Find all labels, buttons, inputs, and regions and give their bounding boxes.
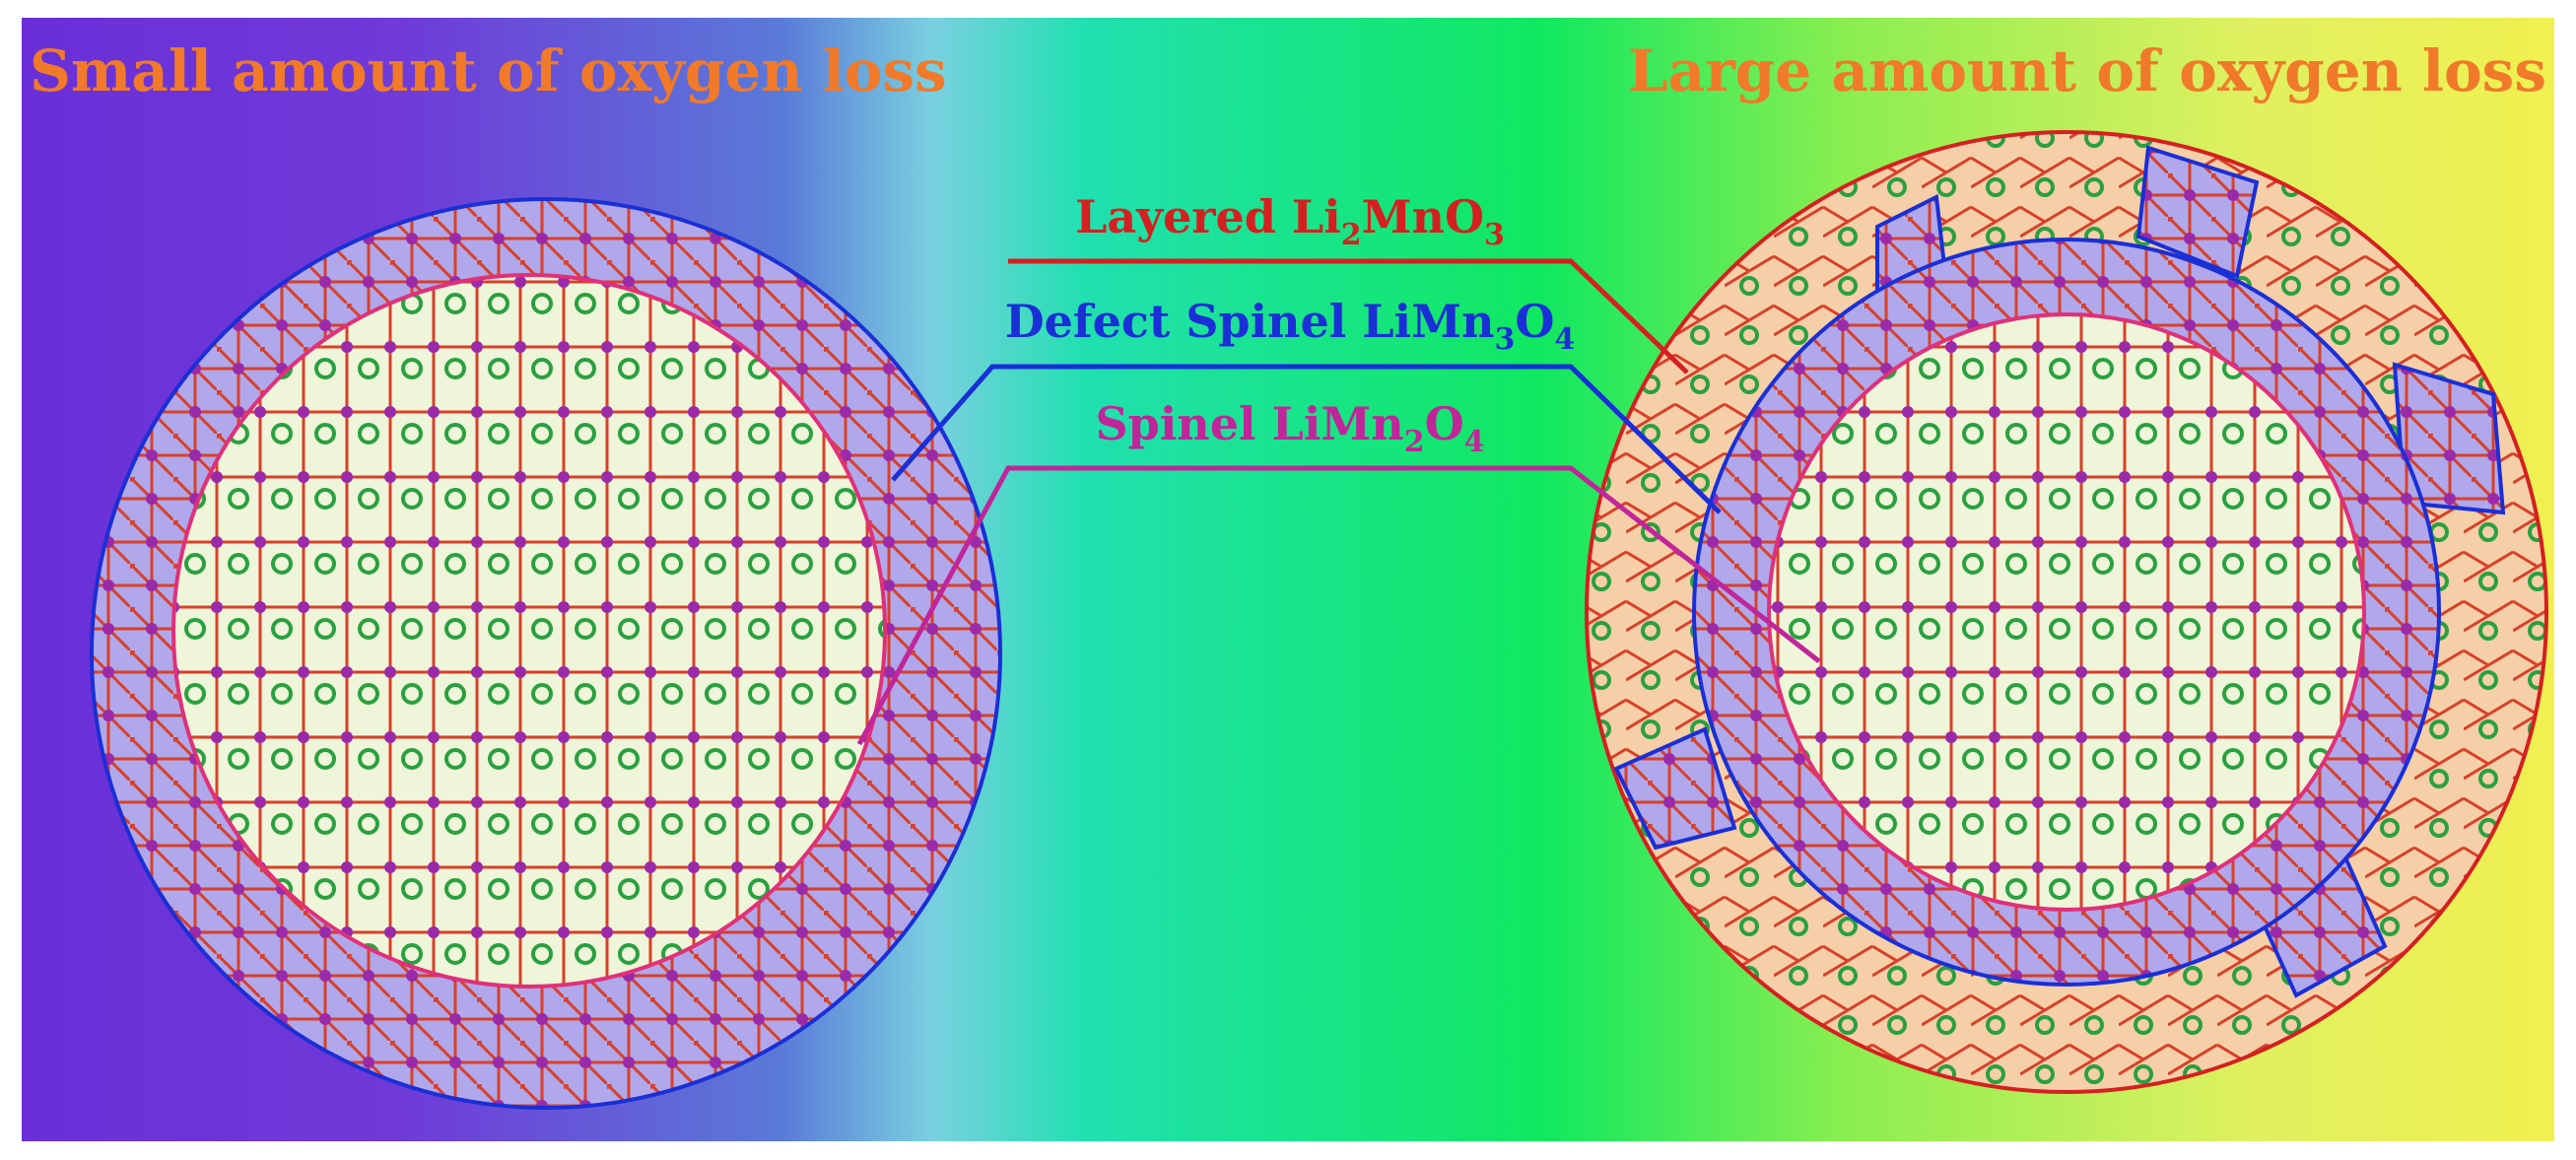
phase-label: Defect Spinel LiMn3O4 — [1005, 295, 1576, 357]
phase-label: Spinel LiMn2O4 — [1095, 397, 1484, 459]
label-text: MnO — [1362, 190, 1484, 243]
subscript: 2 — [1404, 425, 1425, 459]
subscript: 2 — [1341, 218, 1362, 252]
particle-core — [171, 273, 887, 989]
subscript: 4 — [1464, 425, 1485, 459]
label-text: O — [1515, 295, 1554, 348]
phase-label: Layered Li2MnO3 — [1075, 190, 1505, 252]
subscript: 3 — [1484, 218, 1505, 252]
subscript: 3 — [1494, 322, 1515, 357]
heading-left: Small amount of oxygen loss — [30, 37, 947, 104]
label-text: Layered Li — [1075, 190, 1341, 243]
leader-layered — [1008, 258, 1689, 375]
label-text: Spinel LiMn — [1095, 397, 1403, 450]
label-text: Defect Spinel LiMn — [1005, 295, 1495, 348]
leader-spinel — [856, 465, 1821, 746]
subscript: 4 — [1554, 322, 1575, 357]
leader-defect-spinel — [891, 364, 1722, 514]
heading-right: Large amount of oxygen loss — [1628, 37, 2546, 104]
label-text: O — [1425, 397, 1464, 450]
spinel-core — [1767, 312, 2366, 912]
